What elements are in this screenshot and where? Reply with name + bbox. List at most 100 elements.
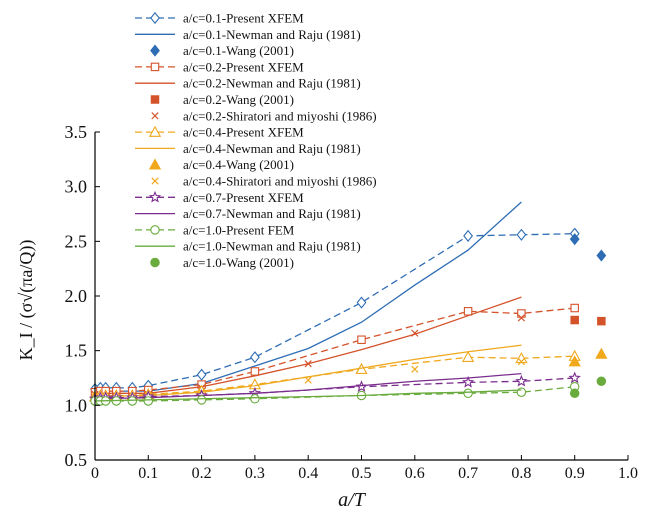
data-point [463, 307, 473, 316]
series-14 [94, 389, 522, 402]
legend-label: a/c=0.2-Newman and Raju (1981) [183, 76, 361, 91]
series-7 [88, 349, 581, 402]
data-point [461, 375, 475, 388]
legend-marker [150, 11, 160, 25]
data-point [411, 365, 419, 373]
data-point [411, 329, 419, 337]
legend-entry: a/c=1.0-Present FEM [135, 222, 295, 237]
series-line [94, 355, 575, 398]
series-line [94, 233, 575, 390]
data-point [143, 396, 154, 406]
data-point [596, 376, 607, 387]
data-point [570, 315, 579, 325]
legend-marker [150, 257, 160, 268]
series-line [94, 389, 522, 402]
legend-marker [150, 95, 160, 104]
legend-marker [150, 225, 160, 235]
series-line [95, 386, 575, 402]
data-point [515, 351, 528, 364]
legend-entry: a/c=0.7-Newman and Raju (1981) [135, 206, 361, 221]
legend-label: a/c=0.1-Newman and Raju (1981) [183, 27, 361, 42]
legend-entry: a/c=0.2-Wang (2001) [150, 92, 294, 107]
data-point [569, 233, 580, 246]
legend-label: a/c=0.7-Present XFEM [183, 190, 304, 205]
legend-entry: a/c=0.1-Present XFEM [135, 11, 304, 26]
x-tick-label: 0.5 [352, 465, 372, 482]
legend-entry: a/c=0.4-Present XFEM [135, 125, 304, 140]
data-point [356, 296, 367, 309]
data-point [357, 335, 366, 344]
y-tick-label: 2.5 [65, 231, 88, 251]
series-line [94, 307, 575, 393]
x-axis-label: a/T [338, 489, 367, 511]
data-point [463, 388, 473, 399]
legend-marker [150, 62, 160, 72]
legend-marker [148, 158, 162, 170]
series-2 [569, 233, 607, 262]
data-point [127, 396, 138, 406]
legend-marker [148, 190, 162, 203]
data-point [596, 249, 607, 262]
legend-entry: a/c=0.2-Newman and Raju (1981) [135, 76, 361, 91]
data-point [249, 351, 260, 364]
y-tick-label: 3.0 [65, 177, 88, 197]
data-point [516, 387, 527, 397]
data-point [304, 360, 312, 368]
legend-label: a/c=1.0-Newman and Raju (1981) [183, 239, 361, 254]
series-8 [94, 344, 522, 398]
legend-marker [148, 125, 162, 137]
x-tick-label: 0.2 [192, 465, 212, 482]
legend-marker [151, 112, 159, 120]
legend-label: a/c=1.0-Present FEM [183, 222, 295, 237]
legend-label: a/c=0.4-Shiratori and miyoshi (1986) [183, 174, 377, 189]
data-point [304, 376, 312, 384]
x-tick-label: 0.1 [138, 465, 158, 482]
series-12 [94, 372, 522, 400]
legend-label: a/c=0.4-Newman and Raju (1981) [183, 141, 361, 156]
x-tick-label: 0.9 [565, 465, 585, 482]
legend-marker [151, 177, 159, 185]
legend-entry: a/c=0.2-Shiratori and miyoshi (1986) [151, 108, 377, 123]
data-point [196, 368, 207, 381]
y-tick-label: 3.5 [65, 122, 88, 142]
y-tick-label: 1.5 [65, 341, 88, 361]
axis-labels: a/T K_I / (σ√(πa/Q)) [16, 240, 367, 511]
data-point [597, 316, 606, 326]
legend-label: a/c=0.2-Present XFEM [183, 59, 304, 74]
series-5 [570, 315, 606, 326]
series-15 [569, 376, 607, 399]
x-tick-label: 0 [91, 465, 99, 482]
legend-entry: a/c=1.0-Newman and Raju (1981) [135, 239, 361, 254]
data-point [568, 371, 581, 384]
series-line [94, 344, 522, 398]
y-tick-label: 1.0 [65, 395, 88, 415]
axes: 0 0.1 0.2 0.3 0.4 0.5 0.6 0.7 0.8 0.9 1.0 0.5 1.0 1.5… [65, 122, 639, 482]
series-line [94, 372, 522, 400]
data-point [570, 303, 579, 313]
data-point [463, 229, 474, 242]
data-point [517, 357, 526, 366]
legend-entry: a/c=0.4-Newman and Raju (1981) [135, 141, 361, 156]
legend-entry: a/c=1.0-Wang (2001) [150, 255, 294, 270]
legend-label: a/c=0.2-Shiratori and miyoshi (1986) [183, 108, 377, 123]
data-point [250, 367, 260, 376]
legend-entry: a/c=0.2-Present XFEM [135, 59, 304, 74]
x-tick-label: 0.6 [405, 465, 425, 482]
x-tick-label: 1.0 [618, 465, 638, 482]
legend-label: a/c=1.0-Wang (2001) [183, 255, 294, 270]
x-tick-label: 0.4 [298, 465, 318, 482]
x-tick-label: 0.3 [245, 465, 265, 482]
series-9 [568, 347, 608, 367]
legend-entry: a/c=0.1-Wang (2001) [150, 43, 294, 58]
legend-label: a/c=0.4-Wang (2001) [183, 157, 294, 172]
data-point [250, 394, 260, 404]
legend-entry: a/c=0.4-Wang (2001) [148, 157, 294, 172]
data-point [569, 388, 580, 399]
legend-entry: a/c=0.4-Shiratori and miyoshi (1986) [151, 174, 377, 189]
legend-label: a/c=0.1-Wang (2001) [183, 43, 294, 58]
data-point [461, 350, 475, 362]
legend-label: a/c=0.2-Wang (2001) [183, 92, 294, 107]
data-point [568, 355, 581, 367]
